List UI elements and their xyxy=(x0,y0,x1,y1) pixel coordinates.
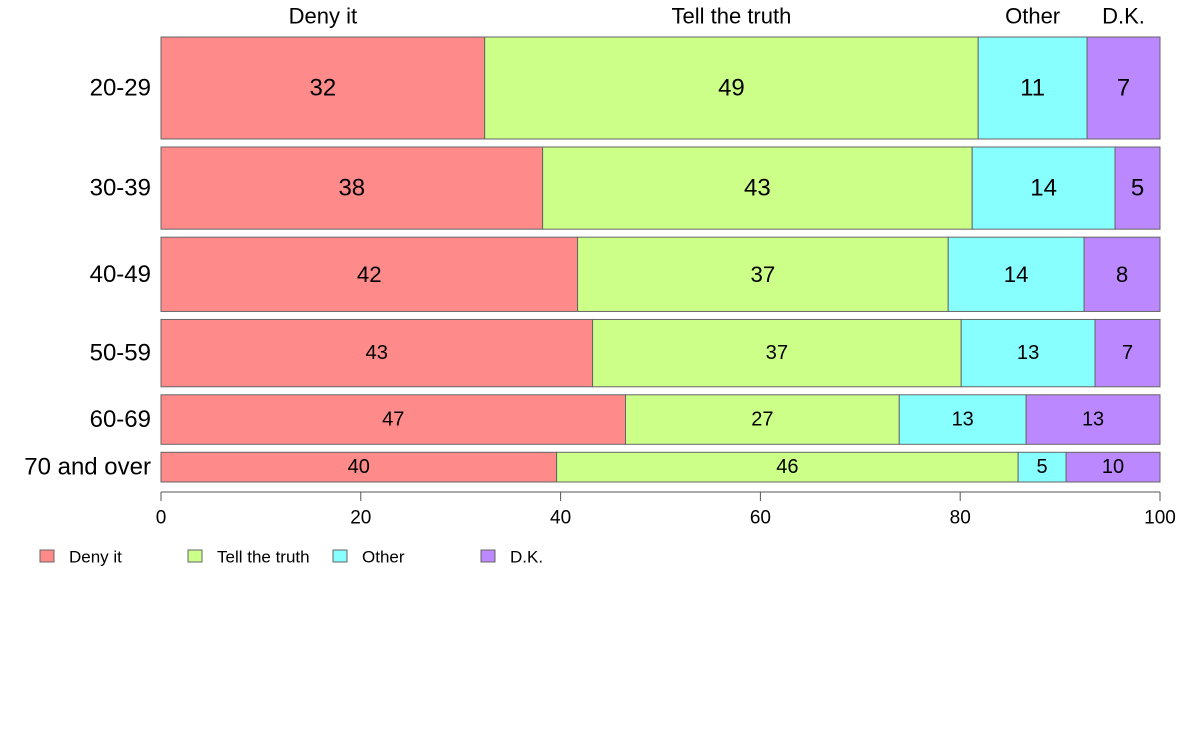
bar-segment-60-69-deny-it xyxy=(160,394,627,445)
data-label: 47 xyxy=(382,409,404,431)
bar-segment-70-and-over-d-k- xyxy=(1065,451,1161,483)
bar-segment-60-69-d-k- xyxy=(1025,394,1161,445)
data-label: 43 xyxy=(744,175,771,202)
legend-item: Tell the truth xyxy=(187,548,310,567)
y-tick-label: 20-29 xyxy=(90,74,151,101)
y-tick-label: 50-59 xyxy=(90,340,151,367)
bar-segment-30-39-deny-it xyxy=(160,146,544,230)
data-label: 37 xyxy=(751,262,776,287)
bar-segment-70-and-over-other xyxy=(1017,451,1067,483)
data-label: 7 xyxy=(1122,342,1133,364)
data-label: 38 xyxy=(338,175,365,202)
bars: 32 49 11 7 38 43 14 5 42 37 14 8 43 37 13 7 47 27 13 13 40 46… xyxy=(160,36,1161,483)
data-label: 42 xyxy=(357,262,382,287)
bar-segment-40-49-d-k- xyxy=(1083,236,1161,312)
bar-segment-40-49-deny-it xyxy=(160,236,579,312)
bar-segment-50-59-d-k- xyxy=(1094,318,1161,388)
top-category-label: Tell the truth xyxy=(672,4,792,29)
data-label: 46 xyxy=(776,456,798,478)
bar-segment-20-29-deny-it xyxy=(160,36,486,140)
legend-item: Deny it xyxy=(39,548,122,567)
legend-label: D.K. xyxy=(510,548,543,567)
y-tick-label: 40-49 xyxy=(90,261,151,288)
bar-segment-30-39-other xyxy=(971,146,1116,230)
data-label: 11 xyxy=(1020,74,1045,101)
bar-segment-70-and-over-tell-the-truth xyxy=(556,451,1019,483)
data-label: 10 xyxy=(1102,456,1124,478)
bar-segment-20-29-other xyxy=(977,36,1088,140)
data-label: 43 xyxy=(366,342,388,364)
data-label: 14 xyxy=(1004,262,1029,287)
data-label: 8 xyxy=(1116,262,1128,287)
data-label: 49 xyxy=(718,74,745,101)
x-tick-label: 20 xyxy=(350,508,371,529)
top-category-label: Deny it xyxy=(289,4,357,29)
data-label: 13 xyxy=(1017,342,1039,364)
y-tick-label: 60-69 xyxy=(90,406,151,433)
bar-segment-50-59-deny-it xyxy=(160,318,594,388)
x-tick-label: 0 xyxy=(156,508,167,529)
legend-swatch xyxy=(39,549,55,563)
y-tick-label: 30-39 xyxy=(90,175,151,202)
bar-segment-70-and-over-deny-it xyxy=(160,451,558,483)
legend: Deny it Tell the truth Other D.K. xyxy=(39,548,543,567)
x-tick-label: 80 xyxy=(950,508,971,529)
bar-segment-40-49-tell-the-truth xyxy=(577,236,949,312)
legend-swatch xyxy=(187,549,203,563)
legend-item: Other xyxy=(332,548,405,567)
legend-label: Deny it xyxy=(69,548,122,567)
top-category-label: Other xyxy=(1005,4,1060,29)
legend-swatch xyxy=(332,549,348,563)
data-label: 5 xyxy=(1131,175,1144,202)
bar-segment-50-59-tell-the-truth xyxy=(592,318,962,388)
data-label: 32 xyxy=(309,74,336,101)
y-tick-label: 70 and over xyxy=(24,454,151,481)
data-label: 13 xyxy=(952,409,974,431)
bar-segment-60-69-tell-the-truth xyxy=(625,394,900,445)
legend-label: Tell the truth xyxy=(217,548,310,567)
bar-segment-20-29-d-k- xyxy=(1086,36,1161,140)
x-tick-label: 100 xyxy=(1144,508,1176,529)
data-label: 14 xyxy=(1030,175,1057,202)
data-label: 7 xyxy=(1117,74,1130,101)
legend-label: Other xyxy=(362,548,405,567)
top-labels: Deny it Tell the truth Other D.K. xyxy=(289,4,1145,29)
data-label: 13 xyxy=(1082,409,1104,431)
y-axis-labels: 20-29 30-39 40-49 50-59 60-69 70 and over xyxy=(24,74,151,480)
x-tick-label: 40 xyxy=(550,508,571,529)
x-axis: 0 20 40 60 80 100 xyxy=(156,491,1176,529)
bar-segment-30-39-tell-the-truth xyxy=(542,146,973,230)
data-label: 37 xyxy=(766,342,788,364)
bar-segment-30-39-d-k- xyxy=(1114,146,1161,230)
top-category-label: D.K. xyxy=(1102,4,1145,29)
legend-swatch xyxy=(480,549,496,563)
data-label: 40 xyxy=(348,456,370,478)
bar-segment-20-29-tell-the-truth xyxy=(484,36,979,140)
data-label: 5 xyxy=(1037,456,1048,478)
data-label: 27 xyxy=(751,409,773,431)
legend-item: D.K. xyxy=(480,548,543,567)
bar-segment-50-59-other xyxy=(960,318,1096,388)
bar-segment-60-69-other xyxy=(898,394,1027,445)
x-tick-label: 60 xyxy=(750,508,771,529)
